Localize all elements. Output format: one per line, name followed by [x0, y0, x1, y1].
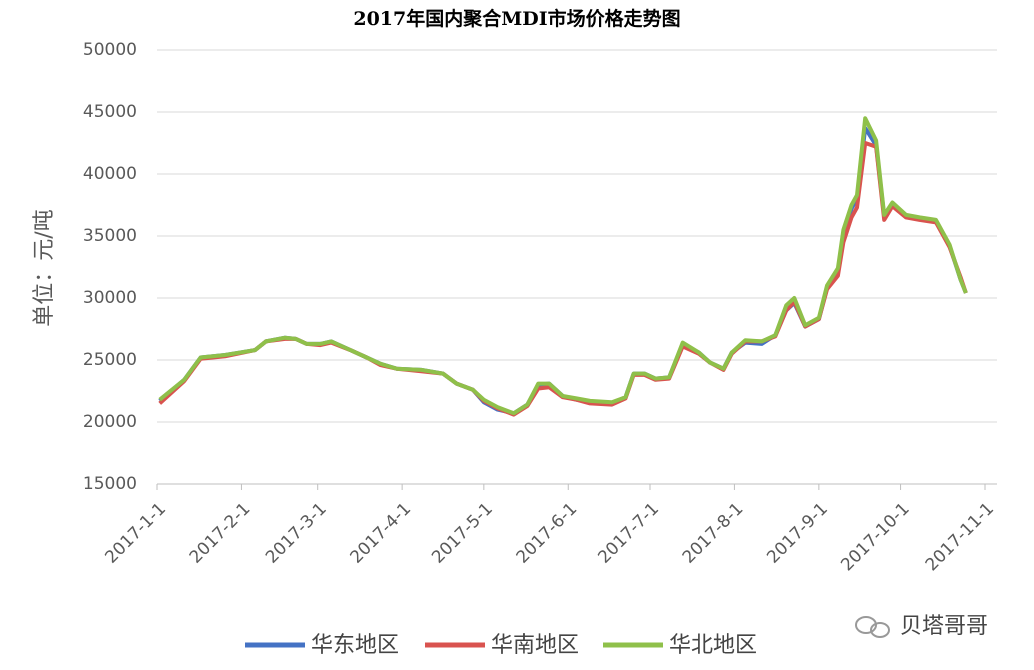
x-tick-label: 2017-9-1	[763, 499, 832, 568]
x-tick-label: 2017-6-1	[513, 499, 582, 568]
x-tick-label: 2017-4-1	[346, 499, 415, 568]
watermark: 贝塔哥哥	[900, 614, 988, 639]
x-tick-label: 2017-10-1	[837, 499, 913, 575]
y-tick-label: 20000	[83, 412, 137, 432]
x-tick-label: 2017-11-1	[922, 499, 998, 575]
y-tick-label: 50000	[83, 40, 137, 60]
x-tick-label: 2017-1-1	[101, 499, 170, 568]
y-tick-label: 25000	[83, 350, 137, 370]
series-line	[158, 126, 968, 416]
y-tick-label: 45000	[83, 102, 137, 122]
watermark-icon	[855, 616, 890, 638]
x-tick-label: 2017-2-1	[186, 499, 255, 568]
x-tick-label: 2017-7-1	[594, 499, 663, 568]
y-tick-label: 35000	[83, 226, 137, 246]
chart-title: 2017年国内聚合MDI市场价格走势图	[353, 7, 680, 30]
x-tick-label: 2017-5-1	[428, 499, 497, 568]
legend-label: 华南地区	[491, 633, 579, 658]
legend-label: 华北地区	[669, 633, 757, 658]
x-tick-label: 2017-8-1	[679, 499, 748, 568]
legend-label: 华东地区	[311, 633, 399, 658]
series-line	[158, 116, 968, 416]
y-tick-label: 40000	[83, 164, 137, 184]
y-tick-label: 30000	[83, 288, 137, 308]
x-tick-label: 2017-3-1	[262, 499, 331, 568]
y-axis-label: 单位：元/吨	[32, 209, 57, 326]
series-line	[158, 141, 968, 417]
y-tick-label: 15000	[83, 474, 137, 494]
